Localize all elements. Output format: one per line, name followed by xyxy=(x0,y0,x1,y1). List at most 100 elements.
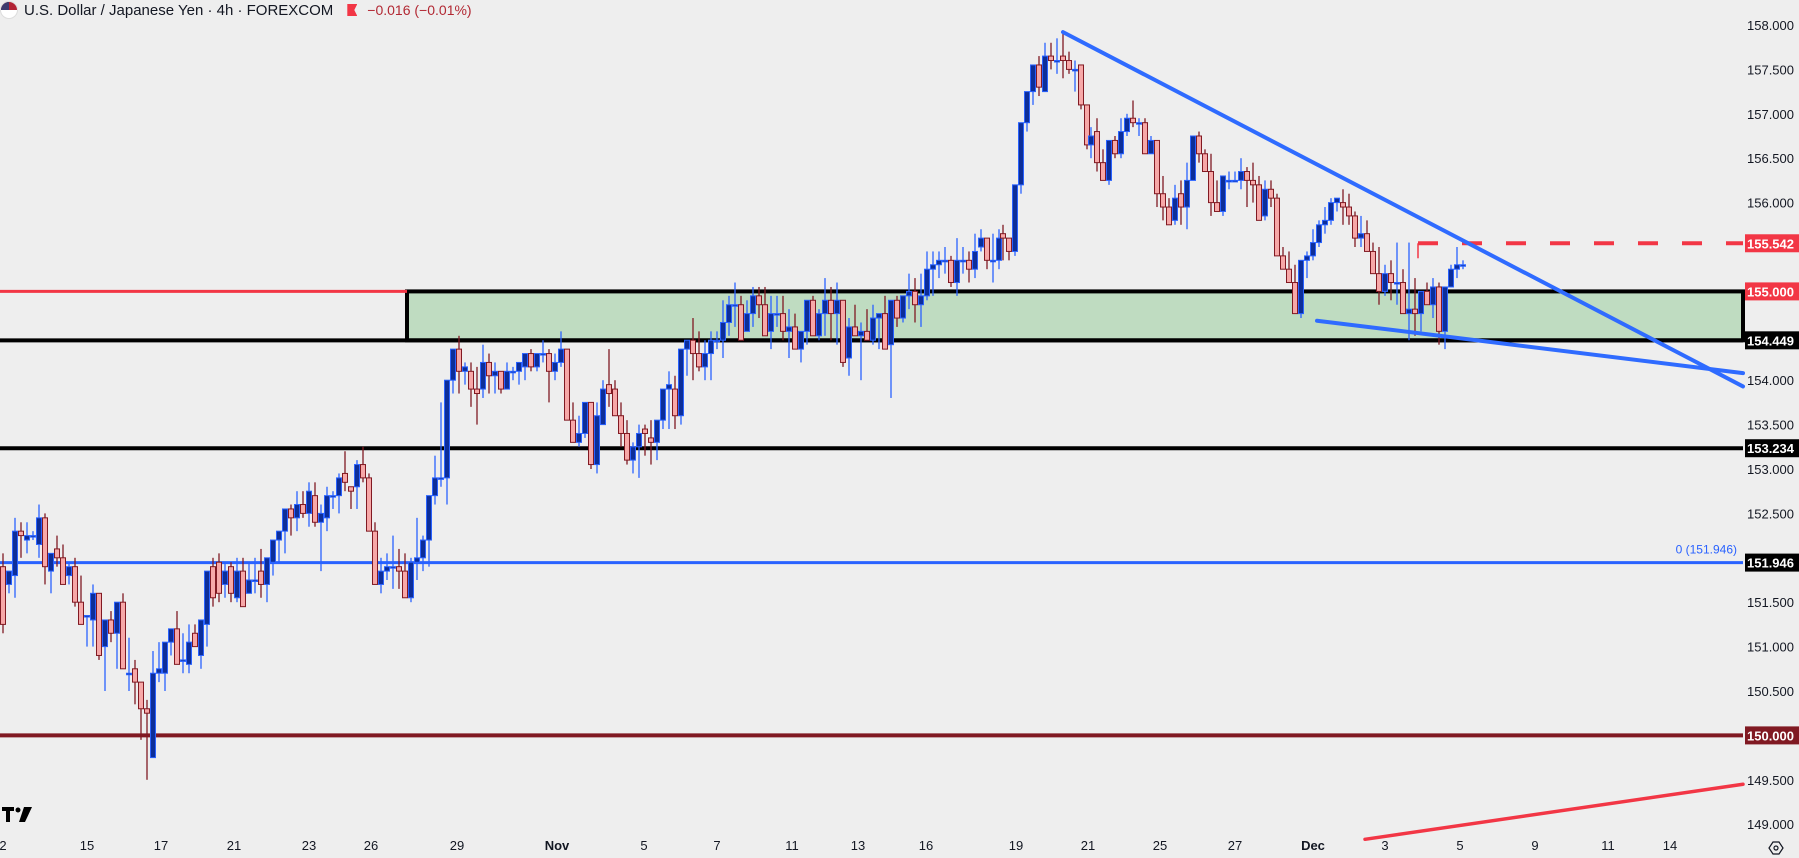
candle xyxy=(1262,180,1268,221)
settings-hex-icon[interactable] xyxy=(1768,840,1784,856)
candle-body xyxy=(372,530,378,585)
candle-body xyxy=(432,477,438,497)
candle xyxy=(906,273,912,310)
candle xyxy=(696,331,702,372)
candle xyxy=(1400,269,1406,315)
candle-body xyxy=(186,641,192,665)
candle xyxy=(960,247,966,274)
price-label-badge xyxy=(1745,282,1799,301)
candle-body xyxy=(462,366,468,372)
time-tick: 15 xyxy=(80,838,94,853)
price-axis[interactable]: 158.000 157.500 157.000 156.500 156.000 154.0… xyxy=(1745,18,1799,832)
candle xyxy=(792,313,798,350)
candle-body xyxy=(300,504,306,514)
trendline-red[interactable] xyxy=(1363,782,1745,842)
candle-body xyxy=(1268,188,1274,199)
candle-body xyxy=(354,464,360,488)
time-tick: 26 xyxy=(364,838,378,853)
candle-body xyxy=(594,415,600,466)
candle-body xyxy=(1412,308,1418,315)
candle xyxy=(204,570,210,647)
candle-body xyxy=(498,370,504,390)
candle xyxy=(108,611,114,643)
candle-body xyxy=(192,632,198,648)
candle-body xyxy=(972,250,978,270)
candle xyxy=(480,344,486,398)
candle-body xyxy=(222,570,228,585)
candle xyxy=(606,349,612,407)
candle-body xyxy=(1142,122,1148,155)
candle-body xyxy=(312,495,318,523)
candle-body xyxy=(1012,184,1018,252)
candle-body xyxy=(750,295,756,315)
candle-body xyxy=(1262,188,1268,217)
candle-body xyxy=(276,530,282,541)
candle-body xyxy=(576,432,582,443)
candle xyxy=(1448,264,1454,288)
candle xyxy=(1442,286,1448,350)
time-tick: 11 xyxy=(1601,838,1615,853)
candle-body xyxy=(1078,64,1084,106)
candle-body xyxy=(1066,60,1072,70)
trendlines[interactable] xyxy=(1061,30,1745,842)
candle xyxy=(1196,131,1202,163)
candle xyxy=(1274,193,1280,257)
candle-body xyxy=(1328,202,1334,221)
candle xyxy=(1388,260,1394,301)
support-zone-box[interactable] xyxy=(405,289,1745,343)
candle xyxy=(1340,189,1346,225)
candle-body xyxy=(684,339,690,350)
candle xyxy=(690,318,696,381)
candle-body xyxy=(882,313,888,350)
candle-body xyxy=(1202,153,1208,173)
candle-body xyxy=(954,259,960,284)
candle xyxy=(1088,127,1094,159)
candle-body xyxy=(1136,122,1142,125)
candle xyxy=(672,375,678,430)
candle-body xyxy=(906,290,912,297)
candle-body xyxy=(288,508,294,519)
candle xyxy=(1094,118,1100,172)
candle xyxy=(720,300,726,358)
candle-body xyxy=(516,361,522,372)
candle xyxy=(990,233,996,283)
candle xyxy=(756,286,762,319)
candle-body xyxy=(888,299,894,346)
candle-body xyxy=(876,313,882,319)
candle-body xyxy=(1406,308,1412,315)
candle xyxy=(282,508,288,554)
candle-body xyxy=(696,353,702,368)
candle-body xyxy=(672,388,678,417)
candle-body xyxy=(1178,193,1184,208)
candle xyxy=(450,348,456,394)
candle xyxy=(390,535,396,589)
candle-body xyxy=(234,570,240,599)
candle xyxy=(1460,260,1466,270)
candle xyxy=(270,539,276,576)
candle-body xyxy=(606,384,612,395)
candle xyxy=(1232,171,1238,183)
candle-body xyxy=(1448,268,1454,288)
symbol-title[interactable]: U.S. Dollar / Japanese Yen · 4h · FOREXC… xyxy=(24,1,334,19)
candle-body xyxy=(702,353,708,368)
candle-body xyxy=(1322,219,1328,226)
candle-body xyxy=(474,388,480,395)
candle xyxy=(1112,136,1118,159)
trendline-descending-support[interactable] xyxy=(1315,318,1745,376)
time-axis[interactable]: 2 15 17 21 23 26 29 Nov 5 7 11 13 16 19 21 25 27 Dec 3 5 9 11… xyxy=(0,838,1677,853)
candle xyxy=(1208,153,1214,216)
candle xyxy=(420,535,426,572)
candle xyxy=(1220,175,1226,216)
candle xyxy=(36,504,42,558)
candle xyxy=(276,530,282,563)
candle xyxy=(1328,198,1334,225)
candle-body xyxy=(948,259,954,284)
candle-body xyxy=(78,601,84,625)
candle xyxy=(1042,42,1048,93)
candle xyxy=(708,331,714,381)
trendline-descending-resistance[interactable] xyxy=(1061,30,1745,389)
candle-body xyxy=(552,361,558,372)
tradingview-logo-icon[interactable] xyxy=(2,806,34,822)
price-label-text: 154.449 xyxy=(1747,333,1794,348)
